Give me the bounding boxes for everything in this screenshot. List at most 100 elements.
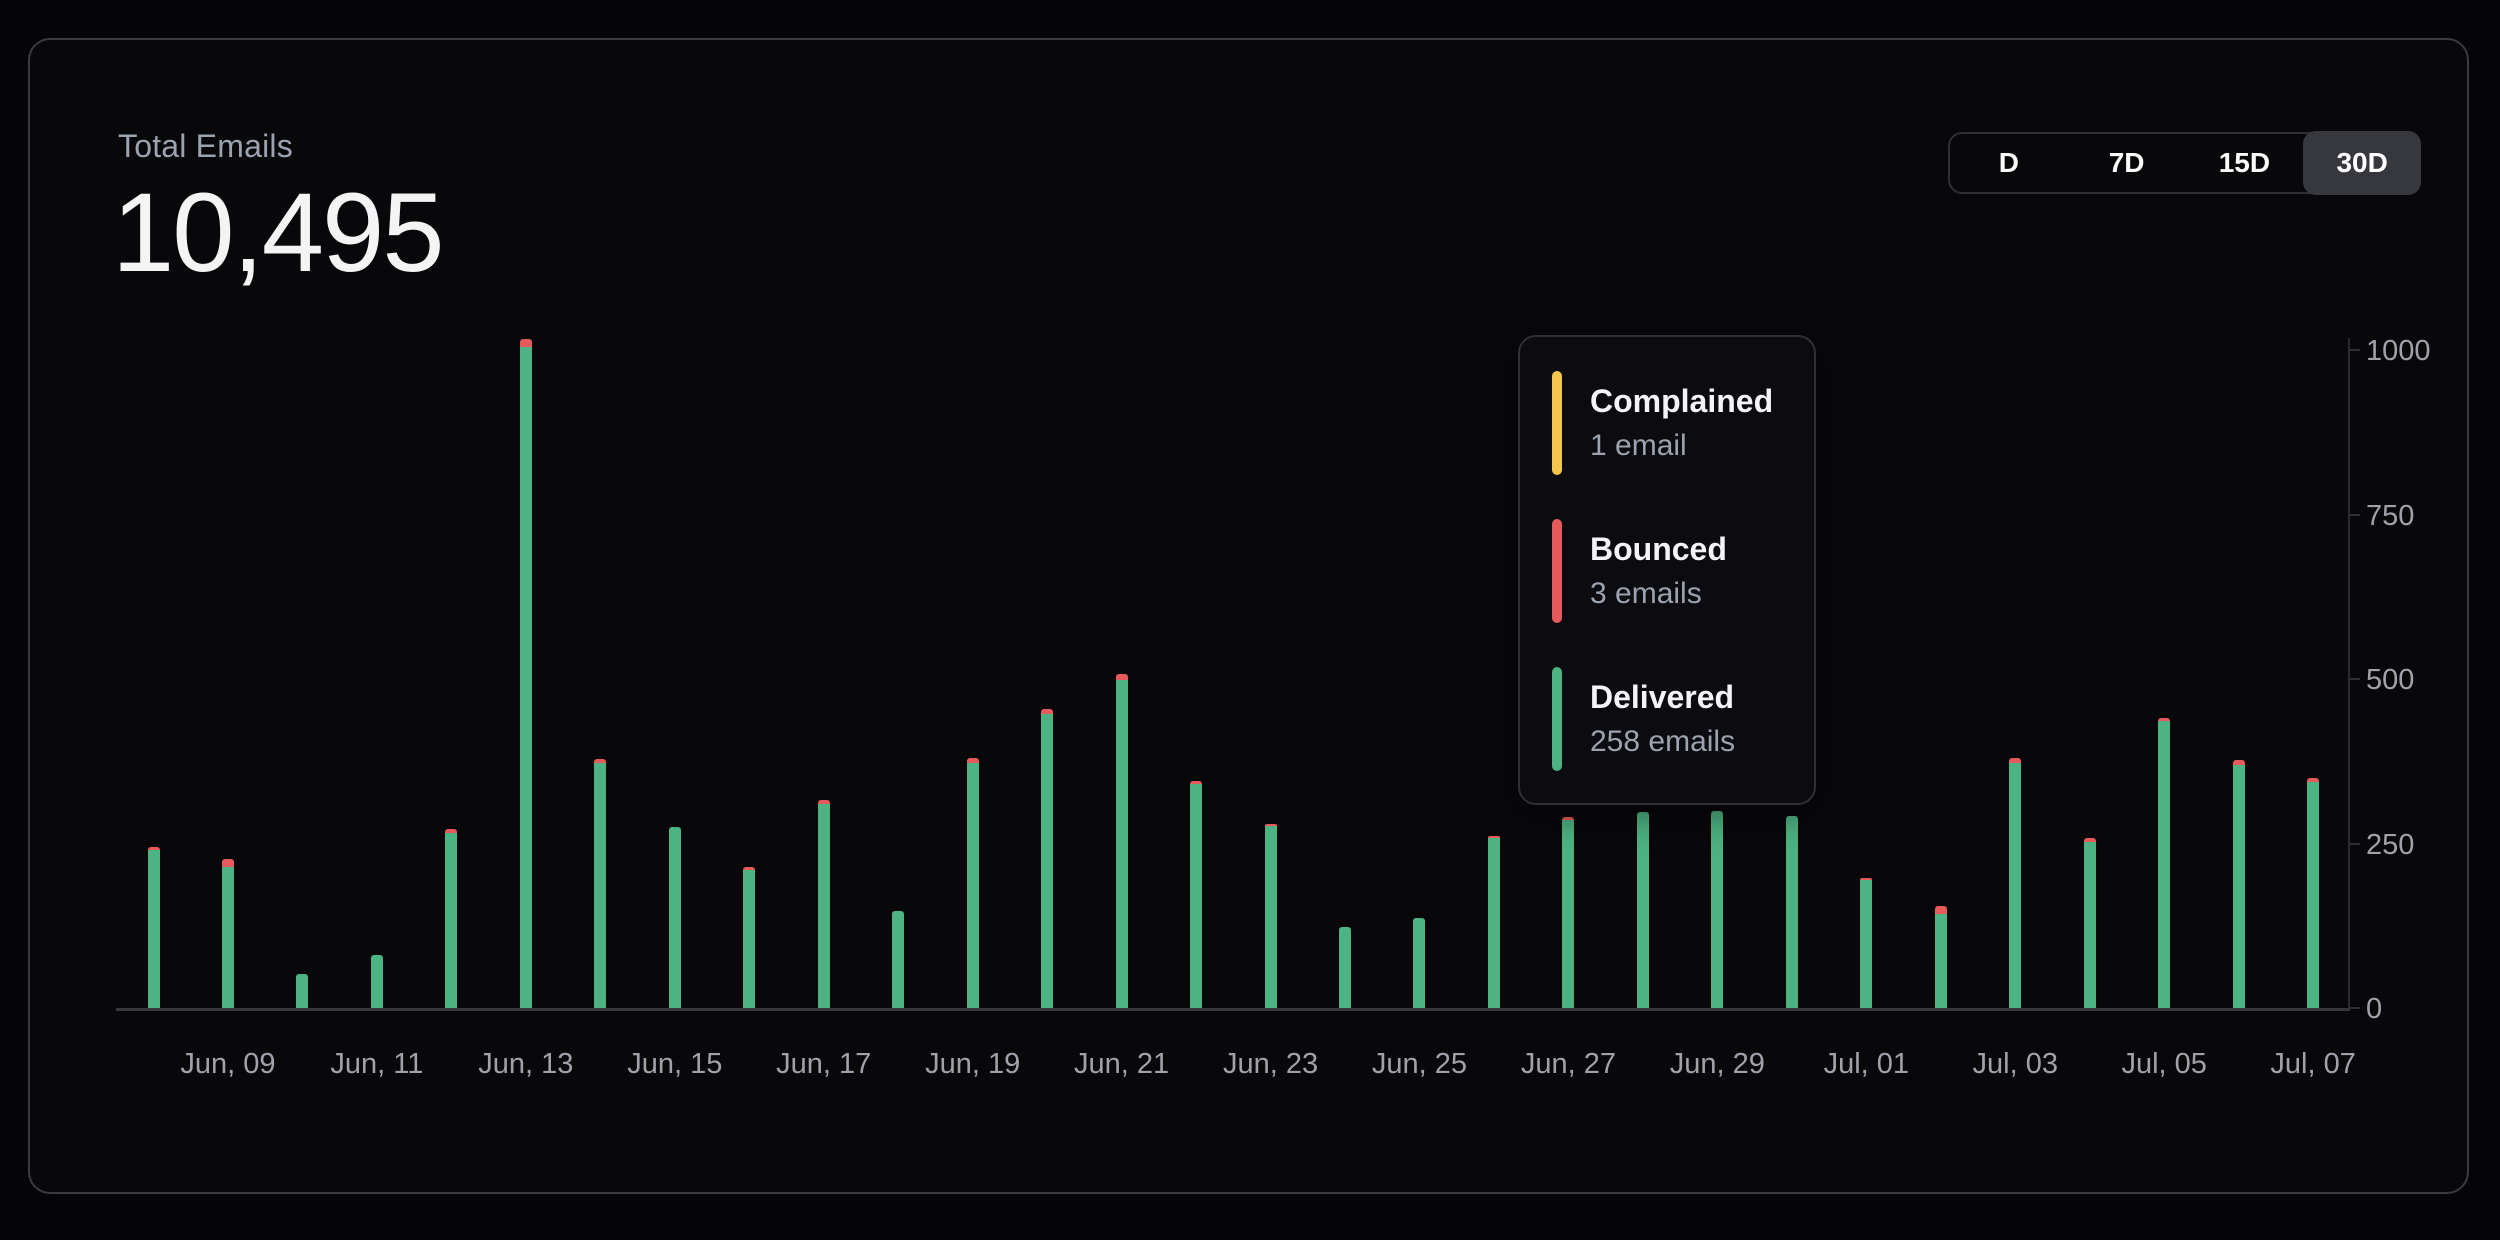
range-button-30d[interactable]: 30D xyxy=(2303,131,2421,195)
tooltip-label: Complained xyxy=(1590,383,1774,419)
bar-segment-delivered[interactable] xyxy=(1562,819,1575,1008)
tooltip-row-delivered: Delivered 258 emails xyxy=(1552,667,1814,771)
y-axis-tick xyxy=(2348,349,2360,351)
y-axis-tick-label: 250 xyxy=(2366,828,2415,861)
complained-color-bar-icon xyxy=(1552,371,1562,475)
bar-segment-delivered[interactable] xyxy=(1711,810,1724,1008)
bar-segment-delivered[interactable] xyxy=(2158,721,2171,1008)
bar-segment-delivered[interactable] xyxy=(221,867,234,1008)
card-title: Total Emails xyxy=(118,128,293,164)
x-axis-tick-label: Jun, 17 xyxy=(776,1048,872,1080)
tooltip-text-bounced: Bounced 3 emails xyxy=(1590,519,1727,623)
bar-segment-delivered[interactable] xyxy=(2083,842,2096,1008)
bar-segment-bounced[interactable] xyxy=(2158,718,2171,722)
tooltip-row-bounced: Bounced 3 emails xyxy=(1552,519,1814,623)
y-axis-tick xyxy=(2348,678,2360,680)
y-axis-tick xyxy=(2348,513,2360,516)
x-axis-tick-label: Jun, 27 xyxy=(1520,1048,1616,1080)
bar-segment-delivered[interactable] xyxy=(594,762,607,1008)
bar-segment-bounced[interactable] xyxy=(743,866,756,870)
bar-segment-delivered[interactable] xyxy=(1041,713,1054,1008)
bar-segment-delivered[interactable] xyxy=(1636,811,1649,1008)
total-emails-value: 10,495 xyxy=(112,170,445,295)
bar-segment-bounced[interactable] xyxy=(594,758,607,763)
x-axis-tick-label: Jun, 29 xyxy=(1669,1048,1765,1080)
tooltip-row-complained: Complained 1 email xyxy=(1552,371,1814,475)
delivered-color-bar-icon xyxy=(1552,667,1562,771)
x-axis-tick-label: Jul, 01 xyxy=(1823,1048,1910,1080)
bar-segment-bounced[interactable] xyxy=(966,757,979,763)
bar-segment-delivered[interactable] xyxy=(1115,680,1128,1008)
bar-segment-bounced[interactable] xyxy=(2232,759,2245,766)
tooltip-text-complained: Complained 1 email xyxy=(1590,371,1773,475)
bar-segment-bounced[interactable] xyxy=(1860,877,1873,881)
y-axis-tick-label: 1000 xyxy=(2366,335,2431,367)
bar-segment-delivered[interactable] xyxy=(370,955,383,1008)
bar-segment-delivered[interactable] xyxy=(668,827,681,1008)
x-axis-tick-label: Jun, 21 xyxy=(1074,1048,1170,1080)
bar-segment-bounced[interactable] xyxy=(1264,823,1277,827)
bounced-color-bar-icon xyxy=(1552,519,1562,623)
y-axis-tick-label: 500 xyxy=(2366,664,2415,696)
bar-segment-delivered[interactable] xyxy=(817,804,830,1008)
y-axis-tick-label: 750 xyxy=(2366,499,2415,532)
bar-segment-delivered[interactable] xyxy=(296,973,309,1008)
bar-segment-delivered[interactable] xyxy=(743,869,756,1008)
x-axis-tick-label: Jul, 07 xyxy=(2270,1048,2356,1080)
x-axis-line xyxy=(116,1008,2350,1011)
tooltip-value: 3 emails xyxy=(1590,577,1702,610)
range-button-15d[interactable]: 15D xyxy=(2186,134,2304,192)
tooltip-value: 258 emails xyxy=(1590,725,1736,758)
bar-segment-delivered[interactable] xyxy=(1413,917,1426,1008)
bar-segment-bounced[interactable] xyxy=(2083,838,2096,843)
x-axis-tick-label: Jun, 19 xyxy=(925,1048,1021,1080)
bar-segment-bounced[interactable] xyxy=(519,338,532,347)
bar-segment-delivered[interactable] xyxy=(1934,913,1947,1008)
y-axis-tick xyxy=(2348,1007,2360,1009)
x-axis-tick-label: Jul, 05 xyxy=(2121,1048,2207,1080)
bar-segment-bounced[interactable] xyxy=(2009,757,2022,764)
bar-segment-delivered[interactable] xyxy=(1339,927,1352,1008)
y-axis-tick xyxy=(2348,842,2360,845)
bar-segment-bounced[interactable] xyxy=(1934,906,1947,914)
bar-segment-bounced[interactable] xyxy=(1190,780,1203,785)
bar-segment-bounced[interactable] xyxy=(2307,777,2320,782)
y-axis-line xyxy=(2348,338,2350,1008)
bar-segment-bounced[interactable] xyxy=(817,800,830,804)
bar-segment-delivered[interactable] xyxy=(1264,826,1277,1008)
bar-segment-delivered[interactable] xyxy=(147,850,160,1008)
bar-segment-delivered[interactable] xyxy=(1860,880,1873,1008)
x-axis-tick-label: Jun, 09 xyxy=(180,1048,276,1080)
tooltip-value: 1 email xyxy=(1590,429,1687,462)
range-button-7d[interactable]: 7D xyxy=(2068,134,2186,192)
bar-segment-delivered[interactable] xyxy=(2307,781,2320,1008)
bar-segment-bounced[interactable] xyxy=(221,859,234,868)
bar-segment-delivered[interactable] xyxy=(1487,838,1500,1008)
bar-segment-bounced[interactable] xyxy=(1041,708,1054,714)
bar-segment-delivered[interactable] xyxy=(2009,763,2022,1008)
bar-segment-bounced[interactable] xyxy=(1562,817,1575,820)
bar-segment-delivered[interactable] xyxy=(519,346,532,1008)
bar-segment-delivered[interactable] xyxy=(2232,765,2245,1008)
x-axis-tick-label: Jun, 23 xyxy=(1222,1048,1319,1080)
bar-segment-delivered[interactable] xyxy=(1785,815,1798,1008)
tooltip-text-delivered: Delivered 258 emails xyxy=(1590,667,1735,771)
range-button-d[interactable]: D xyxy=(1950,134,2068,192)
x-axis-tick-label: Jul, 03 xyxy=(1972,1048,2058,1080)
bar-segment-delivered[interactable] xyxy=(445,832,458,1008)
total-emails-card: Total Emails 10,495 D 7D 15D 30D 0 250 500 750… xyxy=(28,38,2469,1194)
time-range-selector: D 7D 15D 30D xyxy=(1948,131,2421,195)
bar-segment-delivered[interactable] xyxy=(892,911,905,1008)
bar-segment-bounced[interactable] xyxy=(1115,673,1128,681)
chart-tooltip: Complained 1 email Bounced 3 emails Delivere… xyxy=(1518,335,1816,805)
bar-segment-bounced[interactable] xyxy=(147,846,160,851)
x-axis-tick-label: Jun, 15 xyxy=(627,1048,723,1080)
x-axis-tick-label: Jun, 25 xyxy=(1371,1048,1468,1080)
bar-segment-bounced[interactable] xyxy=(1487,836,1500,839)
x-axis-tick-label: Jun, 11 xyxy=(330,1048,424,1080)
bar-segment-delivered[interactable] xyxy=(1190,784,1203,1008)
bar-segment-delivered[interactable] xyxy=(966,762,979,1008)
bar-segment-bounced[interactable] xyxy=(445,829,458,833)
tooltip-label: Delivered xyxy=(1590,679,1735,715)
